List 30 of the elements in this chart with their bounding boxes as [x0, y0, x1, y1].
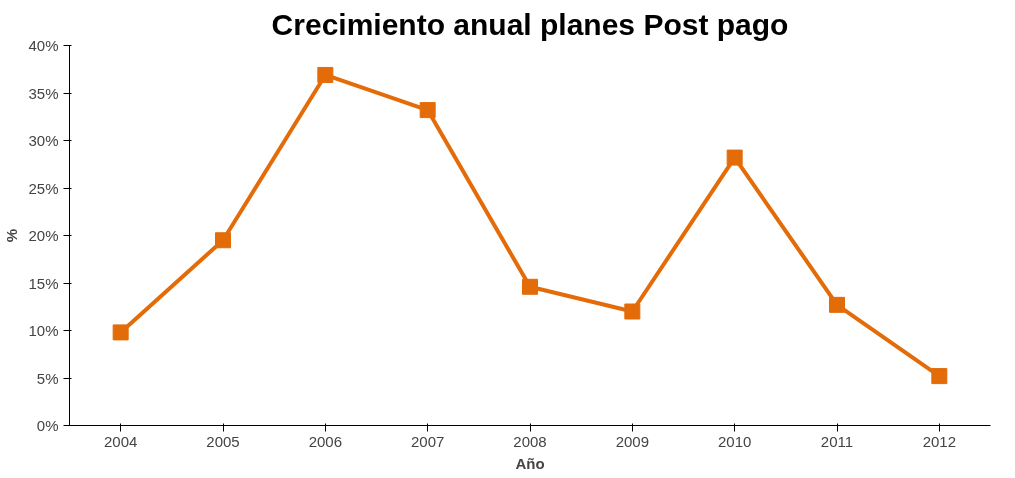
point — [931, 368, 948, 385]
x-tick-label: 2010 — [717, 432, 752, 450]
y-tick-label: 5% — [36, 369, 59, 387]
y-tick-label: 10% — [28, 322, 59, 339]
point — [317, 66, 334, 83]
y-tick-label: 20% — [28, 227, 59, 244]
point — [522, 278, 538, 295]
point — [419, 102, 436, 119]
x-tick-label: 2005 — [206, 432, 240, 450]
x-tick-label: 2012 — [922, 432, 957, 450]
y-tick-label: 35% — [28, 84, 59, 102]
y-tick-label: 30% — [28, 132, 59, 149]
y-tick-label: 15% — [28, 274, 59, 292]
x-tick-label: 2011 — [820, 432, 854, 450]
chart-title: Crecimiento anual planes Post pago — [271, 7, 789, 41]
point — [624, 303, 641, 320]
x-tick-label: 2006 — [308, 432, 343, 450]
x-tick-label: 2004 — [103, 432, 138, 450]
y-axis-title: % — [3, 228, 21, 243]
y-tick-label: 40% — [28, 37, 59, 54]
point — [726, 149, 743, 166]
y-tick-label: 0% — [36, 417, 59, 434]
point — [829, 296, 845, 313]
point — [215, 232, 231, 249]
x-tick-label: 2009 — [615, 432, 650, 450]
x-tick-label: 2007 — [410, 432, 445, 450]
point — [112, 324, 129, 341]
x-axis-title: Año — [515, 454, 545, 472]
x-tick-label: 2008 — [513, 432, 547, 450]
y-tick-label: 25% — [28, 179, 59, 197]
